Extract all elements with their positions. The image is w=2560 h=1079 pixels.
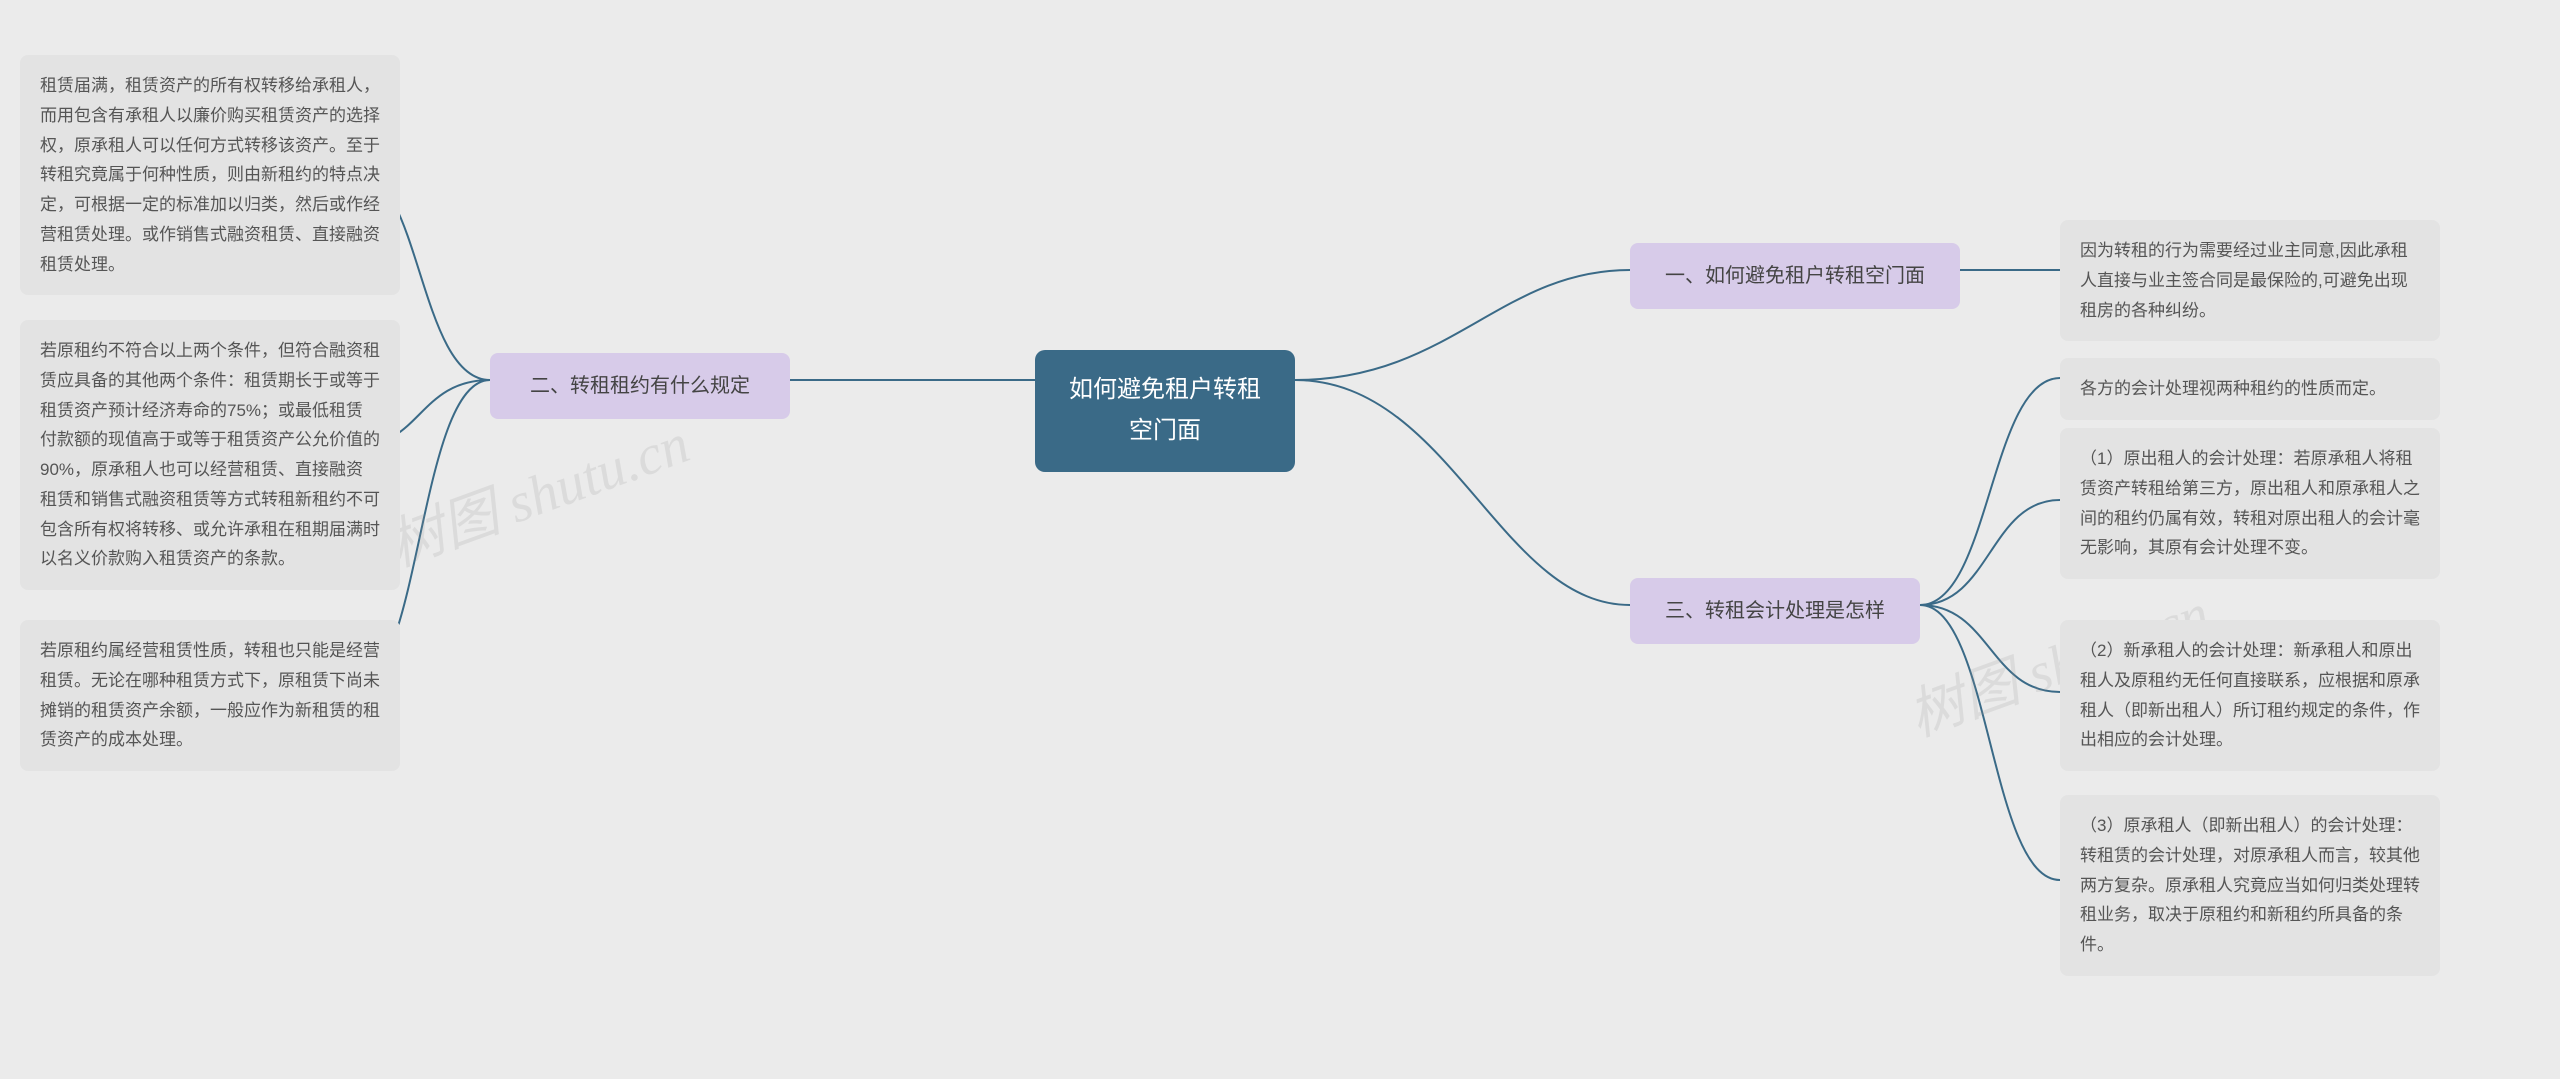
branch-node-2[interactable]: 二、转租租约有什么规定 [490, 353, 790, 419]
leaf-node-b3-2: （2）新承租人的会计处理：新承租人和原出租人及原租约无任何直接联系，应根据和原承… [2060, 620, 2440, 771]
leaf-node-b3-0: 各方的会计处理视两种租约的性质而定。 [2060, 358, 2440, 420]
leaf-node-b2-2: 若原租约属经营租赁性质，转租也只能是经营租赁。无论在哪种租赁方式下，原租赁下尚未… [20, 620, 400, 771]
leaf-b1-0-text: 因为转租的行为需要经过业主同意,因此承租人直接与业主签合同是最保险的,可避免出现… [2080, 241, 2408, 320]
leaf-b3-1-text: （1）原出租人的会计处理：若原承租人将租赁资产转租给第三方，原出租人和原承租人之… [2080, 449, 2420, 557]
branch-node-3[interactable]: 三、转租会计处理是怎样 [1630, 578, 1920, 644]
leaf-b3-3-text: （3）原承租人（即新出租人）的会计处理：转租赁的会计处理，对原承租人而言，较其他… [2080, 816, 2420, 954]
leaf-b3-0-text: 各方的会计处理视两种租约的性质而定。 [2080, 379, 2386, 398]
watermark-1: 树图 shutu.cn [376, 399, 699, 583]
leaf-node-b3-1: （1）原出租人的会计处理：若原承租人将租赁资产转租给第三方，原出租人和原承租人之… [2060, 428, 2440, 579]
leaf-node-b3-3: （3）原承租人（即新出租人）的会计处理：转租赁的会计处理，对原承租人而言，较其他… [2060, 795, 2440, 976]
branch-3-label: 三、转租会计处理是怎样 [1665, 600, 1885, 622]
leaf-b2-2-text: 若原租约属经营租赁性质，转租也只能是经营租赁。无论在哪种租赁方式下，原租赁下尚未… [40, 641, 380, 749]
center-node-label: 如何避免租户转租空门面 [1069, 376, 1261, 444]
leaf-b2-0-text: 租赁届满，租赁资产的所有权转移给承租人，而用包含有承租人以廉价购买租赁资产的选择… [40, 76, 380, 274]
leaf-node-b2-0: 租赁届满，租赁资产的所有权转移给承租人，而用包含有承租人以廉价购买租赁资产的选择… [20, 55, 400, 295]
leaf-node-b2-1: 若原租约不符合以上两个条件，但符合融资租赁应具备的其他两个条件：租赁期长于或等于… [20, 320, 400, 590]
branch-1-label: 一、如何避免租户转租空门面 [1665, 265, 1925, 287]
leaf-b3-2-text: （2）新承租人的会计处理：新承租人和原出租人及原租约无任何直接联系，应根据和原承… [2080, 641, 2420, 749]
center-node[interactable]: 如何避免租户转租空门面 [1035, 350, 1295, 472]
leaf-node-b1-0: 因为转租的行为需要经过业主同意,因此承租人直接与业主签合同是最保险的,可避免出现… [2060, 220, 2440, 341]
branch-node-1[interactable]: 一、如何避免租户转租空门面 [1630, 243, 1960, 309]
leaf-b2-1-text: 若原租约不符合以上两个条件，但符合融资租赁应具备的其他两个条件：租赁期长于或等于… [40, 341, 380, 568]
branch-2-label: 二、转租租约有什么规定 [530, 375, 750, 397]
